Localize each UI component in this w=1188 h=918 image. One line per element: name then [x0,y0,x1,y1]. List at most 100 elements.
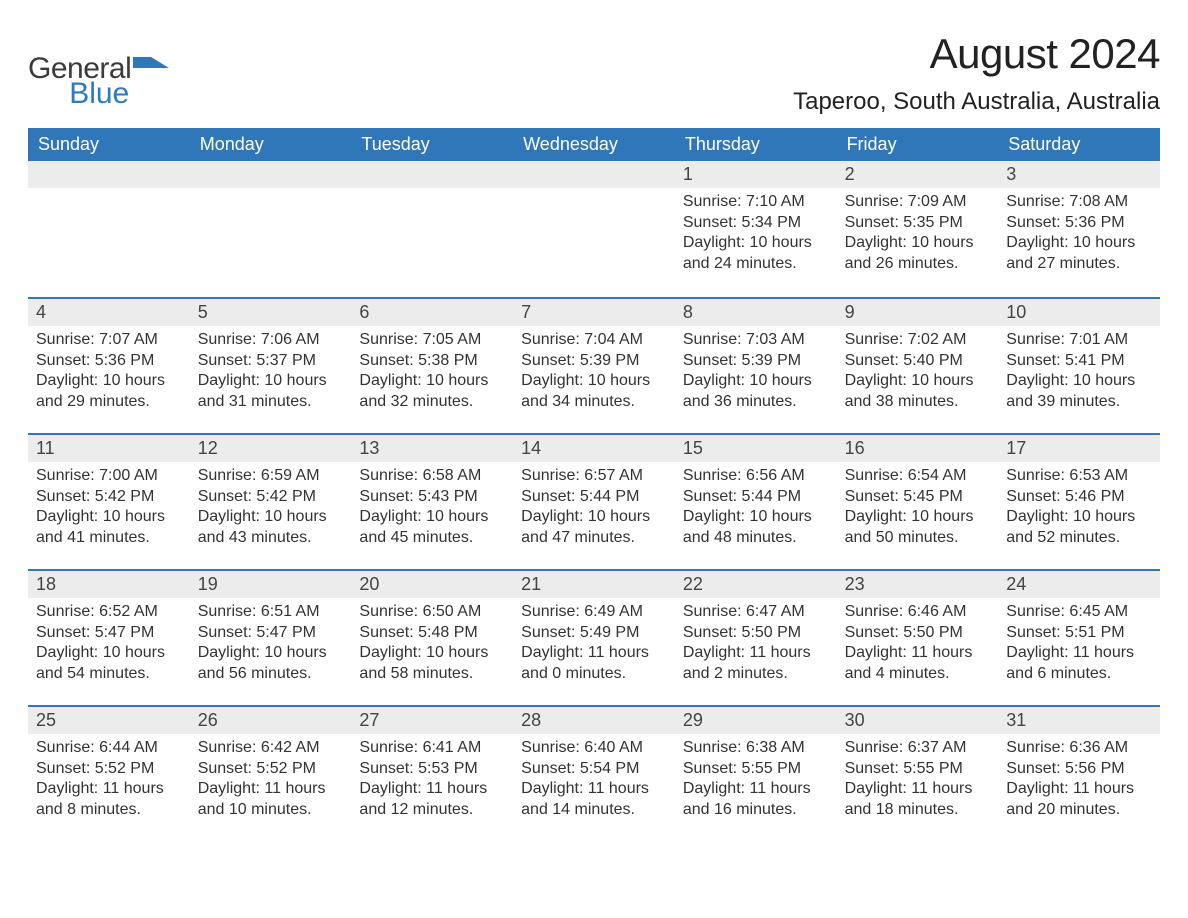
empty-day-cell [28,161,190,297]
calendar: SundayMondayTuesdayWednesdayThursdayFrid… [28,128,1160,841]
day-number: 17 [998,435,1160,462]
day-details: Sunrise: 7:05 AMSunset: 5:38 PMDaylight:… [351,326,513,426]
day-details: Sunrise: 6:54 AMSunset: 5:45 PMDaylight:… [837,462,999,562]
day-details: Sunrise: 7:01 AMSunset: 5:41 PMDaylight:… [998,326,1160,426]
day-number: 28 [513,707,675,734]
day-details: Sunrise: 7:08 AMSunset: 5:36 PMDaylight:… [998,188,1160,288]
day-cell: 22Sunrise: 6:47 AMSunset: 5:50 PMDayligh… [675,571,837,705]
day-details: Sunrise: 7:00 AMSunset: 5:42 PMDaylight:… [28,462,190,562]
day-cell: 29Sunrise: 6:38 AMSunset: 5:55 PMDayligh… [675,707,837,841]
day-details: Sunrise: 7:09 AMSunset: 5:35 PMDaylight:… [837,188,999,288]
day-number: 21 [513,571,675,598]
day-details: Sunrise: 7:10 AMSunset: 5:34 PMDaylight:… [675,188,837,288]
day-details: Sunrise: 6:49 AMSunset: 5:49 PMDaylight:… [513,598,675,698]
day-number: 26 [190,707,352,734]
day-cell: 19Sunrise: 6:51 AMSunset: 5:47 PMDayligh… [190,571,352,705]
day-cell: 1Sunrise: 7:10 AMSunset: 5:34 PMDaylight… [675,161,837,297]
day-cell: 30Sunrise: 6:37 AMSunset: 5:55 PMDayligh… [837,707,999,841]
day-number: 29 [675,707,837,734]
day-details: Sunrise: 7:02 AMSunset: 5:40 PMDaylight:… [837,326,999,426]
day-cell: 28Sunrise: 6:40 AMSunset: 5:54 PMDayligh… [513,707,675,841]
location: Taperoo, South Australia, Australia [793,88,1160,116]
day-cell: 15Sunrise: 6:56 AMSunset: 5:44 PMDayligh… [675,435,837,569]
week-row: 4Sunrise: 7:07 AMSunset: 5:36 PMDaylight… [28,297,1160,433]
day-cell: 18Sunrise: 6:52 AMSunset: 5:47 PMDayligh… [28,571,190,705]
day-details: Sunrise: 6:42 AMSunset: 5:52 PMDaylight:… [190,734,352,834]
day-details: Sunrise: 6:52 AMSunset: 5:47 PMDaylight:… [28,598,190,698]
day-number: 12 [190,435,352,462]
day-number: 14 [513,435,675,462]
day-number: 3 [998,161,1160,188]
weekday-label: Thursday [675,128,837,161]
day-number: 1 [675,161,837,188]
logo-text: General Blue [28,55,131,108]
day-number: 6 [351,299,513,326]
weekday-label: Saturday [998,128,1160,161]
day-details: Sunrise: 6:47 AMSunset: 5:50 PMDaylight:… [675,598,837,698]
day-number: 15 [675,435,837,462]
day-number: 9 [837,299,999,326]
weekday-label: Tuesday [351,128,513,161]
day-cell: 26Sunrise: 6:42 AMSunset: 5:52 PMDayligh… [190,707,352,841]
day-number: 11 [28,435,190,462]
day-number: 19 [190,571,352,598]
day-number: 7 [513,299,675,326]
day-details: Sunrise: 6:45 AMSunset: 5:51 PMDaylight:… [998,598,1160,698]
day-number: 27 [351,707,513,734]
day-cell: 5Sunrise: 7:06 AMSunset: 5:37 PMDaylight… [190,299,352,433]
empty-day-cell [513,161,675,297]
day-cell: 3Sunrise: 7:08 AMSunset: 5:36 PMDaylight… [998,161,1160,297]
day-cell: 16Sunrise: 6:54 AMSunset: 5:45 PMDayligh… [837,435,999,569]
day-number: 20 [351,571,513,598]
day-cell: 21Sunrise: 6:49 AMSunset: 5:49 PMDayligh… [513,571,675,705]
logo-flag-icon [133,55,171,81]
empty-day-number [28,161,190,188]
weekday-label: Wednesday [513,128,675,161]
day-number: 2 [837,161,999,188]
day-cell: 6Sunrise: 7:05 AMSunset: 5:38 PMDaylight… [351,299,513,433]
day-cell: 14Sunrise: 6:57 AMSunset: 5:44 PMDayligh… [513,435,675,569]
day-cell: 24Sunrise: 6:45 AMSunset: 5:51 PMDayligh… [998,571,1160,705]
day-cell: 10Sunrise: 7:01 AMSunset: 5:41 PMDayligh… [998,299,1160,433]
day-cell: 11Sunrise: 7:00 AMSunset: 5:42 PMDayligh… [28,435,190,569]
empty-day-cell [351,161,513,297]
day-details: Sunrise: 6:44 AMSunset: 5:52 PMDaylight:… [28,734,190,834]
day-cell: 2Sunrise: 7:09 AMSunset: 5:35 PMDaylight… [837,161,999,297]
day-cell: 27Sunrise: 6:41 AMSunset: 5:53 PMDayligh… [351,707,513,841]
day-cell: 4Sunrise: 7:07 AMSunset: 5:36 PMDaylight… [28,299,190,433]
week-row: 1Sunrise: 7:10 AMSunset: 5:34 PMDaylight… [28,161,1160,297]
week-row: 25Sunrise: 6:44 AMSunset: 5:52 PMDayligh… [28,705,1160,841]
day-details: Sunrise: 6:50 AMSunset: 5:48 PMDaylight:… [351,598,513,698]
title-block: August 2024 Taperoo, South Australia, Au… [793,30,1160,124]
day-details: Sunrise: 6:53 AMSunset: 5:46 PMDaylight:… [998,462,1160,562]
weekday-header-row: SundayMondayTuesdayWednesdayThursdayFrid… [28,128,1160,161]
calendar-weeks: 1Sunrise: 7:10 AMSunset: 5:34 PMDaylight… [28,161,1160,841]
day-cell: 12Sunrise: 6:59 AMSunset: 5:42 PMDayligh… [190,435,352,569]
day-details: Sunrise: 6:40 AMSunset: 5:54 PMDaylight:… [513,734,675,834]
day-details: Sunrise: 6:36 AMSunset: 5:56 PMDaylight:… [998,734,1160,834]
month-title: August 2024 [793,30,1160,78]
day-cell: 8Sunrise: 7:03 AMSunset: 5:39 PMDaylight… [675,299,837,433]
day-cell: 20Sunrise: 6:50 AMSunset: 5:48 PMDayligh… [351,571,513,705]
day-details: Sunrise: 7:04 AMSunset: 5:39 PMDaylight:… [513,326,675,426]
day-details: Sunrise: 7:06 AMSunset: 5:37 PMDaylight:… [190,326,352,426]
day-cell: 25Sunrise: 6:44 AMSunset: 5:52 PMDayligh… [28,707,190,841]
day-cell: 31Sunrise: 6:36 AMSunset: 5:56 PMDayligh… [998,707,1160,841]
day-number: 5 [190,299,352,326]
week-row: 18Sunrise: 6:52 AMSunset: 5:47 PMDayligh… [28,569,1160,705]
day-details: Sunrise: 6:51 AMSunset: 5:47 PMDaylight:… [190,598,352,698]
day-number: 10 [998,299,1160,326]
day-details: Sunrise: 6:46 AMSunset: 5:50 PMDaylight:… [837,598,999,698]
day-number: 13 [351,435,513,462]
weekday-label: Monday [190,128,352,161]
empty-day-number [513,161,675,188]
day-cell: 23Sunrise: 6:46 AMSunset: 5:50 PMDayligh… [837,571,999,705]
day-number: 8 [675,299,837,326]
day-number: 31 [998,707,1160,734]
logo: General Blue [28,30,171,108]
day-number: 24 [998,571,1160,598]
day-details: Sunrise: 6:58 AMSunset: 5:43 PMDaylight:… [351,462,513,562]
day-details: Sunrise: 6:38 AMSunset: 5:55 PMDaylight:… [675,734,837,834]
day-details: Sunrise: 6:41 AMSunset: 5:53 PMDaylight:… [351,734,513,834]
empty-day-number [190,161,352,188]
